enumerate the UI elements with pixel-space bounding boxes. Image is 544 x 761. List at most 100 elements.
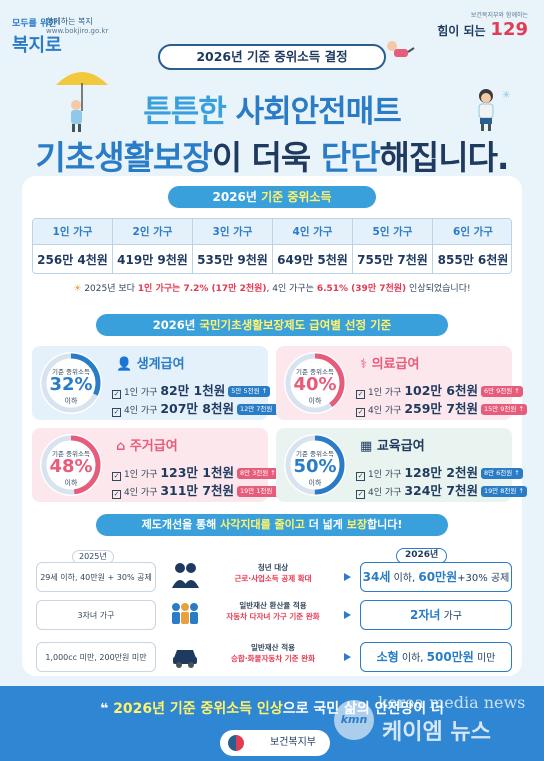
median-income-table: 1인 가구 256만 4천원 2인 가구 419만 9천원 3인 가구 535만 9천… [32, 218, 512, 274]
benefit-card-livelihood: 기준 중위소득 32% 이하 👤 생계급여 ✓ 1인 가구 82만 1천원 5만 5… [32, 346, 283, 420]
increase-tag: 8만 6천원 ↑ [480, 468, 523, 479]
income-col-3: 3인 가구 535만 9천원 [193, 219, 273, 273]
bokjiro-logo: 모두를 위한 복지로 함께하는 복지 www.bokjiro.go.kr [12, 8, 122, 56]
income-col-value: 649만 5천원 [277, 253, 348, 267]
income-col-value: 755만 7천원 [357, 253, 428, 267]
kmn-watermark-logo: kmn [334, 700, 374, 740]
income-col-header: 1인 가구 [33, 219, 112, 245]
new-criteria-children: 2자녀 가구 [360, 600, 512, 630]
income-col-5: 5인 가구 755만 7천원 [353, 219, 433, 273]
increase-tag: 12만 7천원 ↑ [236, 404, 283, 415]
benefit-title: ▦ 교육급여 [360, 439, 425, 454]
svg-text:✳: ✳ [502, 90, 510, 101]
increase-note: ☀ 2025년 보다 1인 가구는 7.2% (17만 2천원), 4인 가구는… [73, 284, 471, 294]
jumping-kid-illustration [387, 41, 415, 57]
ring-caption: 기준 중위소득 [296, 450, 334, 458]
percent-ring: 기준 중위소득 48% 이하 [40, 434, 102, 496]
medical-icon: ⚕ [360, 357, 368, 372]
hotline-logo-text: 힘이 되는 129 [437, 19, 528, 40]
benefit-card-housing: 기준 중위소득 48% 이하 ⌂ 주거급여 ✓ 1인 가구 123만 1천원 8만 … [32, 428, 283, 502]
arrow-right-icon [344, 611, 351, 619]
checkbox-icon: ✓ [356, 490, 365, 499]
benefit-row-1p: ✓ 1인 가구 123만 1천원 8만 3천원 ↑ [112, 462, 279, 481]
house-icon: ⌂ [116, 439, 126, 454]
ring-suffix: 이하 [64, 397, 78, 405]
arrow-right-icon [344, 573, 351, 581]
benefit-title: ⌂ 주거급여 [116, 439, 178, 454]
checkbox-icon: ✓ [356, 408, 365, 417]
checkbox-icon: ✓ [112, 390, 121, 399]
income-col-header: 3인 가구 [193, 219, 272, 245]
increase-tag: 8만 3천원 ↑ [236, 468, 279, 479]
school-icon: ▦ [360, 439, 373, 454]
income-col-6: 6인 가구 855만 6천원 [433, 219, 511, 273]
checkbox-icon: ✓ [356, 390, 365, 399]
increase-tag: 19만 1천원 ↑ [236, 486, 283, 497]
percent-ring-graphic [41, 353, 101, 413]
percent-ring-graphic [285, 353, 345, 413]
headline-line2: 기초생활보장이 더욱 단단해집니다. [35, 138, 510, 177]
income-col-header: 6인 가구 [433, 219, 511, 245]
old-criteria-youth: 29세 이하, 40만원 + 30% 공제 [36, 562, 156, 592]
checkbox-icon: ✓ [112, 408, 121, 417]
benefit-criteria-pill: 2026년 국민기초생활보장제도 급여별 선정 기준 [96, 314, 448, 336]
bokjiro-tagline: 함께하는 복지 [46, 17, 93, 26]
bokjiro-logo-mark: 모두를 위한 복지로 [12, 19, 62, 56]
benefit-row-1p: ✓ 1인 가구 102만 6천원 6만 9천원 ↑ [356, 380, 523, 399]
ring-percent: 32% [49, 374, 93, 395]
percent-ring: 기준 중위소득 32% 이하 [40, 352, 102, 414]
percent-ring: 기준 중위소득 40% 이하 [284, 352, 346, 414]
car-icon [173, 650, 197, 668]
improvement-desc-children: 일반재산 환산율 적용 자동차 다자녀 가구 기준 완화 [226, 601, 320, 621]
girl-illustration: ✳ [478, 89, 510, 131]
improvement-pill: 제도개선을 통해 사각지대를 줄이고 더 넓게 보장합니다! [96, 514, 448, 536]
income-col-header: 4인 가구 [273, 219, 352, 245]
ministry-logo: 보건복지부 [220, 730, 330, 756]
increase-tag: 19만 8천원 ↑ [480, 486, 527, 497]
taegeuk-emblem-icon [228, 735, 244, 751]
ring-percent: 48% [49, 456, 93, 477]
checkbox-icon: ✓ [112, 472, 121, 481]
ring-suffix: 이하 [308, 479, 322, 487]
percent-ring-graphic [285, 435, 345, 495]
benefit-row-4p: ✓ 4인 가구 207만 8천원 12만 7천원 ↑ [112, 398, 283, 417]
checkbox-icon: ✓ [356, 472, 365, 481]
improvement-desc-vehicle: 일반재산 적용 승합·화물자동차 기준 완화 [231, 643, 315, 663]
old-criteria-children: 3자녀 가구 [36, 600, 156, 630]
129-hotline-logo: 보건복지부와 함께하는 힘이 되는 129 [418, 10, 528, 40]
ring-caption: 기준 중위소득 [296, 368, 334, 376]
bokjiro-url: www.bokjiro.go.kr [46, 27, 109, 35]
year-tag-2026: 2026년 [396, 548, 448, 564]
income-col-2: 2인 가구 419만 9천원 [113, 219, 193, 273]
ring-suffix: 이하 [64, 479, 78, 487]
income-col-header: 2인 가구 [113, 219, 192, 245]
benefit-card-medical: 기준 중위소득 40% 이하 ⚕ 의료급여 ✓ 1인 가구 102만 6천원 6만 … [276, 346, 527, 420]
new-criteria-youth: 34세 이하, 60만원+30% 공제 [360, 562, 512, 592]
benefit-row-4p: ✓ 4인 가구 259만 7천원 15만 9천원 ↑ [356, 398, 527, 417]
benefit-card-education: 기준 중위소득 50% 이하 ▦ 교육급여 ✓ 1인 가구 128만 2천원 8만 … [276, 428, 527, 502]
youth-people-icon [172, 563, 199, 588]
ring-caption: 기준 중위소득 [52, 368, 90, 376]
old-criteria-vehicle: 1,000cc 미만, 200만원 미만 [36, 642, 156, 672]
watermark-korean: 케이엠 뉴스 [382, 720, 491, 745]
hotline-logo-caption: 보건복지부와 함께하는 [470, 12, 528, 19]
income-col-header: 5인 가구 [353, 219, 432, 245]
ring-suffix: 이하 [308, 397, 322, 405]
ring-percent: 50% [293, 456, 337, 477]
increase-tag: 5만 5천원 ↑ [228, 386, 271, 397]
sun-icon: ☀ [73, 284, 82, 294]
benefit-row-1p: ✓ 1인 가구 82만 1천원 5만 5천원 ↑ [112, 380, 271, 399]
headline-line1: 튼튼한 사회안전매트 [143, 94, 401, 130]
arrow-right-icon [344, 653, 351, 661]
income-col-value: 419만 9천원 [117, 253, 188, 267]
benefit-row-4p: ✓ 4인 가구 324만 7천원 19만 8천원 ↑ [356, 480, 527, 499]
income-col-value: 855만 6천원 [437, 253, 509, 267]
watermark-english: korea media news [378, 693, 526, 712]
benefit-row-4p: ✓ 4인 가구 311만 7천원 19만 1천원 ↑ [112, 480, 283, 499]
family-icon [172, 603, 198, 624]
increase-tag: 15만 9천원 ↑ [480, 404, 527, 415]
improvement-desc-youth: 청년 대상 근로·사업소득 공제 확대 [234, 563, 312, 583]
benefit-title: 👤 생계급여 [116, 357, 185, 372]
income-col-1: 1인 가구 256만 4천원 [33, 219, 113, 273]
umbrella-person-illustration [56, 72, 108, 132]
